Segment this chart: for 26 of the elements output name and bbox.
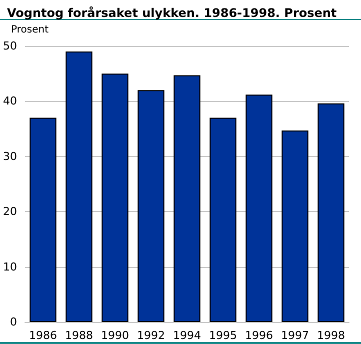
bar [102,74,128,322]
bar [318,103,344,322]
bar [210,118,236,322]
x-tick-label: 1992 [137,329,165,342]
y-tick-label: 30 [2,150,17,163]
y-tick-label: 10 [2,260,17,274]
bar [174,75,200,322]
y-axis-title: Prosent [11,24,49,36]
chart-title: Vogntog forårsaket ulykken. 1986-1998. Prosent [7,6,337,20]
x-tick-label: 1996 [245,329,273,342]
x-tick-label: 1997 [281,329,309,342]
x-tick-label: 1990 [101,329,129,342]
y-tick-label: 40 [2,94,17,108]
bar [246,94,272,322]
bar [138,90,164,322]
y-tick-label: 0 [10,316,17,328]
y-tick-label: 50 [2,40,17,52]
x-tick-label: 1988 [65,329,93,342]
x-tick-label: 1994 [173,329,201,342]
bar [30,118,56,322]
x-tick-label: 1986 [28,329,57,342]
bar [282,130,308,322]
x-tick-label: 1998 [317,329,345,342]
bar [66,52,92,322]
y-tick-label: 20 [2,205,17,218]
x-tick-label: 1995 [209,329,237,342]
